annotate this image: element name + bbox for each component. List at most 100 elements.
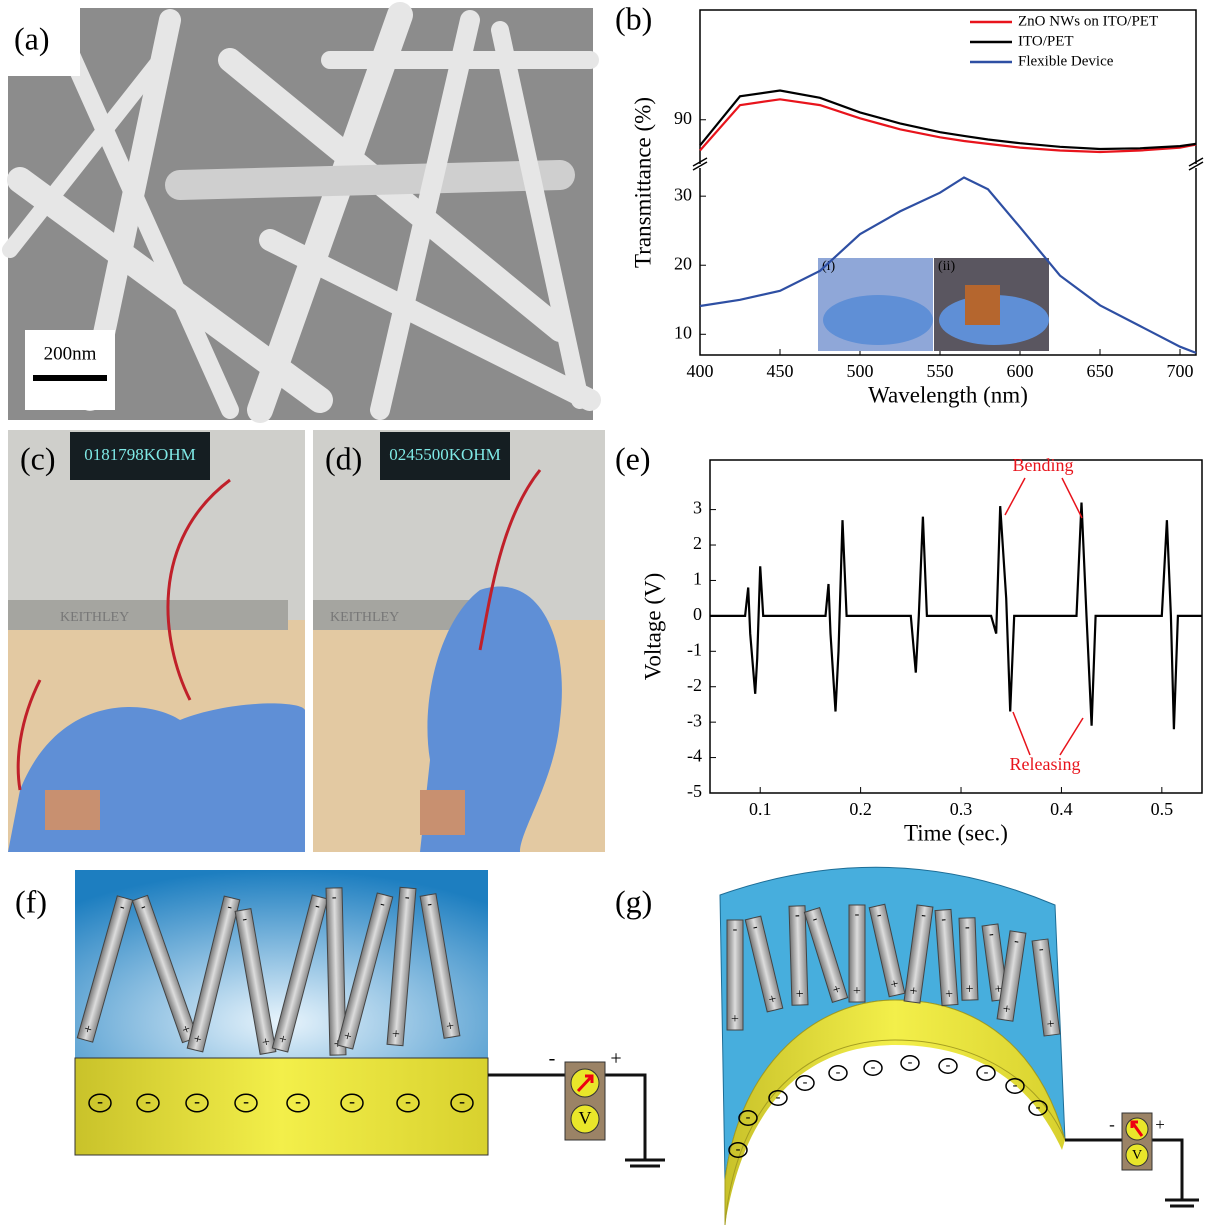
charts: (b)40045050055060065070010203090Waveleng… xyxy=(615,0,1203,845)
inset-label: (ii) xyxy=(938,259,955,274)
diagram-g: (g) V - + -+-+-+-+-+-+-+-+-+-+-+-+------… xyxy=(615,867,1199,1225)
charge-sign: - xyxy=(836,1064,841,1080)
charge-sign: - xyxy=(736,1141,741,1157)
scale-bar xyxy=(33,375,107,381)
legend-label: ZnO NWs on ITO/PET xyxy=(1018,13,1158,29)
charge-sign: - xyxy=(946,1057,951,1073)
charge-sign: - xyxy=(1013,1077,1018,1093)
brand: KEITHLEY xyxy=(60,610,129,625)
charge-sign: - xyxy=(908,1054,913,1070)
annotation: Releasing xyxy=(1010,754,1081,774)
nanowire: -+ xyxy=(727,920,743,1030)
annotation: Bending xyxy=(1013,455,1074,475)
x-tick-label: 0.1 xyxy=(749,799,772,819)
wire-sign: - xyxy=(965,920,971,935)
x-tick-label: 0.3 xyxy=(950,799,973,819)
y-tick-label: 3 xyxy=(693,498,702,518)
panel-label: (e) xyxy=(615,440,651,476)
scale-bg xyxy=(25,330,115,410)
chart: (b)40045050055060065070010203090Waveleng… xyxy=(615,0,1203,407)
brand: KEITHLEY xyxy=(330,610,399,625)
inset-glove xyxy=(823,295,933,345)
wire-sign: + xyxy=(853,984,861,999)
figure: (a) 200nm 0181798KOHM KEITHLEY (c) 02455… xyxy=(0,0,1217,1225)
panel-label: (c) xyxy=(20,440,56,476)
wire-sign: + xyxy=(945,987,954,1003)
x-tick-label: 400 xyxy=(687,361,714,381)
y-axis-title: Voltage (V) xyxy=(640,573,665,681)
panel-label: (b) xyxy=(615,0,652,36)
y-tick-label: 10 xyxy=(674,322,692,342)
annotation-arrow xyxy=(1005,478,1025,515)
y-tick-label: 2 xyxy=(693,533,702,553)
x-tick-label: 550 xyxy=(927,361,954,381)
legend-label: Flexible Device xyxy=(1018,53,1114,69)
y-tick-label: 0 xyxy=(693,604,702,624)
charge-sign: - xyxy=(295,1091,301,1111)
charge-sign: - xyxy=(349,1091,355,1111)
wire-sign: + xyxy=(391,1027,400,1043)
charge-sign: - xyxy=(746,1109,751,1125)
y-tick-label: 90 xyxy=(674,108,692,128)
wire-sign: + xyxy=(796,987,804,1002)
y-axis-title: Transmittance (%) xyxy=(630,97,655,268)
y-tick-label: 30 xyxy=(674,184,692,204)
charge-sign: - xyxy=(776,1089,781,1105)
device xyxy=(45,790,100,830)
meter-minus: - xyxy=(1109,1115,1115,1134)
series-line xyxy=(710,503,1202,730)
panel-label: (d) xyxy=(325,440,362,476)
x-tick-label: 0.5 xyxy=(1151,799,1174,819)
x-tick-label: 500 xyxy=(847,361,874,381)
inset-device xyxy=(965,285,1000,325)
wire-sign: + xyxy=(731,1012,739,1027)
y-tick-label: -5 xyxy=(687,781,702,801)
x-tick-label: 450 xyxy=(767,361,794,381)
y-tick-label: -2 xyxy=(687,675,702,695)
charge-sign: - xyxy=(145,1091,151,1111)
panel-label: (f) xyxy=(15,883,47,919)
series-line xyxy=(700,99,1196,152)
nanowire: -+ xyxy=(849,905,865,1002)
meter-symbol: V xyxy=(1132,1148,1142,1163)
sem-panel: (a) 200nm xyxy=(8,8,593,420)
x-axis-title: Wavelength (nm) xyxy=(868,382,1028,407)
y-tick-label: 1 xyxy=(693,569,702,589)
charge-sign: - xyxy=(194,1091,200,1111)
meter-plus: + xyxy=(1155,1115,1165,1134)
photo-d: 0245500KOHM KEITHLEY (d) xyxy=(313,430,605,852)
wire-sign: - xyxy=(855,907,860,922)
x-tick-label: 700 xyxy=(1167,361,1194,381)
meter-minus: - xyxy=(549,1048,556,1070)
y-tick-label: -1 xyxy=(687,639,702,659)
device xyxy=(420,790,465,835)
handle xyxy=(8,600,288,630)
annotation-arrow xyxy=(1062,478,1082,518)
scale-bar-label: 200nm xyxy=(44,343,97,364)
y-tick-label: 20 xyxy=(674,253,692,273)
x-axis-title: Time (sec.) xyxy=(904,820,1008,845)
meter-symbol: V xyxy=(579,1108,592,1128)
wire-sign: - xyxy=(733,922,738,937)
charge-sign: - xyxy=(459,1091,465,1111)
display-text: 0181798KOHM xyxy=(84,445,195,464)
nanowire: -+ xyxy=(959,918,978,1001)
electrode xyxy=(75,1058,488,1155)
wire-sign: - xyxy=(332,890,337,905)
panel-label: (a) xyxy=(14,20,50,56)
charge-sign: - xyxy=(405,1091,411,1111)
meter-plus: + xyxy=(610,1048,621,1070)
charge-sign: - xyxy=(243,1091,249,1111)
axis-frame xyxy=(710,460,1202,793)
charge-sign: - xyxy=(803,1074,808,1090)
nanowire: -+ xyxy=(789,906,808,1005)
y-tick-label: -4 xyxy=(687,746,702,766)
legend-label: ITO/PET xyxy=(1018,33,1074,49)
diagram-f: (f) V - + -+-+-+-+-+-+-+-+-+-------- xyxy=(15,870,665,1166)
photo-c: 0181798KOHM KEITHLEY (c) xyxy=(8,430,305,852)
y-tick-label: -3 xyxy=(687,710,702,730)
annotation-arrow xyxy=(1013,712,1030,755)
wire-sign: - xyxy=(795,908,800,923)
charge-sign: - xyxy=(984,1064,989,1080)
wire-sign: + xyxy=(965,982,974,997)
